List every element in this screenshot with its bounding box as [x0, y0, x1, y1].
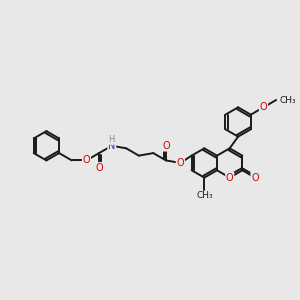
Text: O: O	[226, 172, 233, 183]
Text: CH₃: CH₃	[280, 95, 296, 104]
Text: N: N	[108, 141, 116, 151]
Text: H: H	[109, 135, 115, 144]
Text: O: O	[82, 155, 90, 165]
Text: O: O	[95, 163, 103, 173]
Text: O: O	[162, 141, 170, 151]
Text: O: O	[260, 102, 267, 112]
Text: CH₃: CH₃	[196, 191, 213, 200]
Text: O: O	[251, 172, 259, 183]
Text: O: O	[177, 158, 184, 168]
